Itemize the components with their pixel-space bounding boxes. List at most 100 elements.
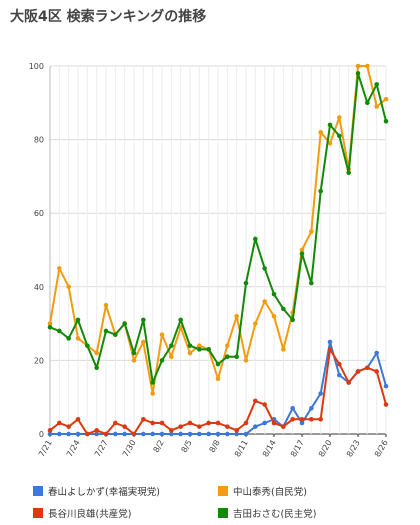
data-point [150, 431, 155, 437]
data-point [234, 354, 239, 360]
data-point [327, 347, 333, 352]
data-point [253, 236, 258, 242]
data-point [47, 431, 53, 437]
data-point [197, 347, 202, 352]
y-tick-label: 20 [34, 356, 44, 365]
data-point [215, 376, 221, 382]
x-tick-label: 7/24 [65, 439, 82, 459]
data-point [327, 140, 333, 146]
data-point [169, 428, 174, 433]
data-point [253, 321, 258, 326]
data-point [75, 416, 81, 422]
legend-swatch [218, 486, 228, 496]
data-point [225, 343, 230, 348]
data-point [57, 328, 62, 334]
data-point [206, 347, 211, 352]
data-point [66, 424, 71, 429]
data-point [94, 350, 99, 356]
y-tick-label: 100 [29, 62, 44, 71]
data-point [122, 431, 127, 437]
data-point [122, 321, 127, 326]
data-point [337, 133, 342, 139]
data-point [281, 347, 286, 352]
data-point [383, 402, 389, 407]
data-point [327, 122, 333, 128]
data-point [318, 416, 323, 422]
data-point [159, 332, 165, 337]
data-point [75, 431, 81, 437]
legend-item: 春山よしかず(幸福実現党) [33, 484, 160, 498]
data-point [122, 424, 127, 429]
x-tick-label: 7/27 [93, 439, 110, 459]
data-point [103, 431, 109, 437]
legend-item: 長谷川良雄(共産党) [33, 506, 131, 520]
legend-item: 中山泰秀(自民党) [218, 484, 307, 498]
x-tick-label: 7/30 [121, 439, 138, 459]
x-tick-label: 8/23 [345, 439, 362, 459]
data-point [187, 350, 193, 356]
data-point [365, 365, 370, 371]
data-point [337, 361, 342, 367]
data-point [225, 354, 230, 360]
data-point [85, 343, 90, 348]
data-point [383, 383, 389, 389]
y-tick-label: 40 [34, 283, 44, 292]
data-point [262, 266, 267, 271]
chart-title: 大阪4区 検索ランキングの推移 [10, 9, 207, 25]
data-point [337, 372, 342, 378]
data-point [197, 343, 202, 348]
data-point [355, 63, 361, 69]
data-point [47, 428, 53, 433]
data-point [215, 420, 221, 426]
data-point [103, 328, 109, 334]
data-point [57, 420, 62, 426]
data-point [383, 118, 389, 124]
legend-swatch [33, 486, 43, 496]
x-tick-label: 8/14 [261, 439, 278, 459]
data-point [94, 428, 99, 433]
data-point [141, 339, 146, 345]
data-point [271, 420, 277, 426]
data-point [365, 100, 370, 106]
data-point [327, 339, 333, 345]
data-point [290, 416, 295, 422]
data-point [318, 391, 323, 396]
data-point [262, 402, 267, 407]
data-point [57, 431, 62, 437]
data-point [234, 428, 239, 433]
data-point [66, 284, 71, 290]
series-2 [47, 347, 389, 437]
data-point [271, 291, 277, 297]
y-tick-label: 0 [39, 430, 44, 439]
data-point [169, 343, 174, 348]
data-point [271, 313, 277, 319]
legend-label: 長谷川良雄(共産党) [48, 509, 132, 520]
data-point [383, 96, 389, 102]
data-point [374, 82, 379, 87]
data-point [85, 431, 90, 437]
data-point [243, 420, 249, 426]
data-point [187, 431, 193, 437]
x-tick-label: 8/20 [317, 439, 334, 459]
data-point [178, 424, 183, 429]
data-point [299, 420, 305, 426]
data-point [309, 280, 314, 286]
data-point [374, 369, 379, 374]
data-point [365, 63, 370, 69]
data-point [309, 229, 314, 234]
data-point [215, 431, 221, 437]
data-point [169, 431, 174, 437]
series-1 [47, 63, 389, 396]
x-tick-label: 7/21 [37, 439, 54, 459]
data-point [113, 332, 118, 337]
data-point [66, 431, 71, 437]
data-point [113, 420, 118, 426]
data-point [262, 299, 267, 304]
data-point [94, 431, 99, 437]
data-point [141, 416, 146, 422]
data-point [94, 365, 99, 371]
data-point [159, 358, 165, 363]
data-point [374, 104, 379, 109]
data-point [346, 170, 351, 176]
data-point [253, 398, 258, 404]
